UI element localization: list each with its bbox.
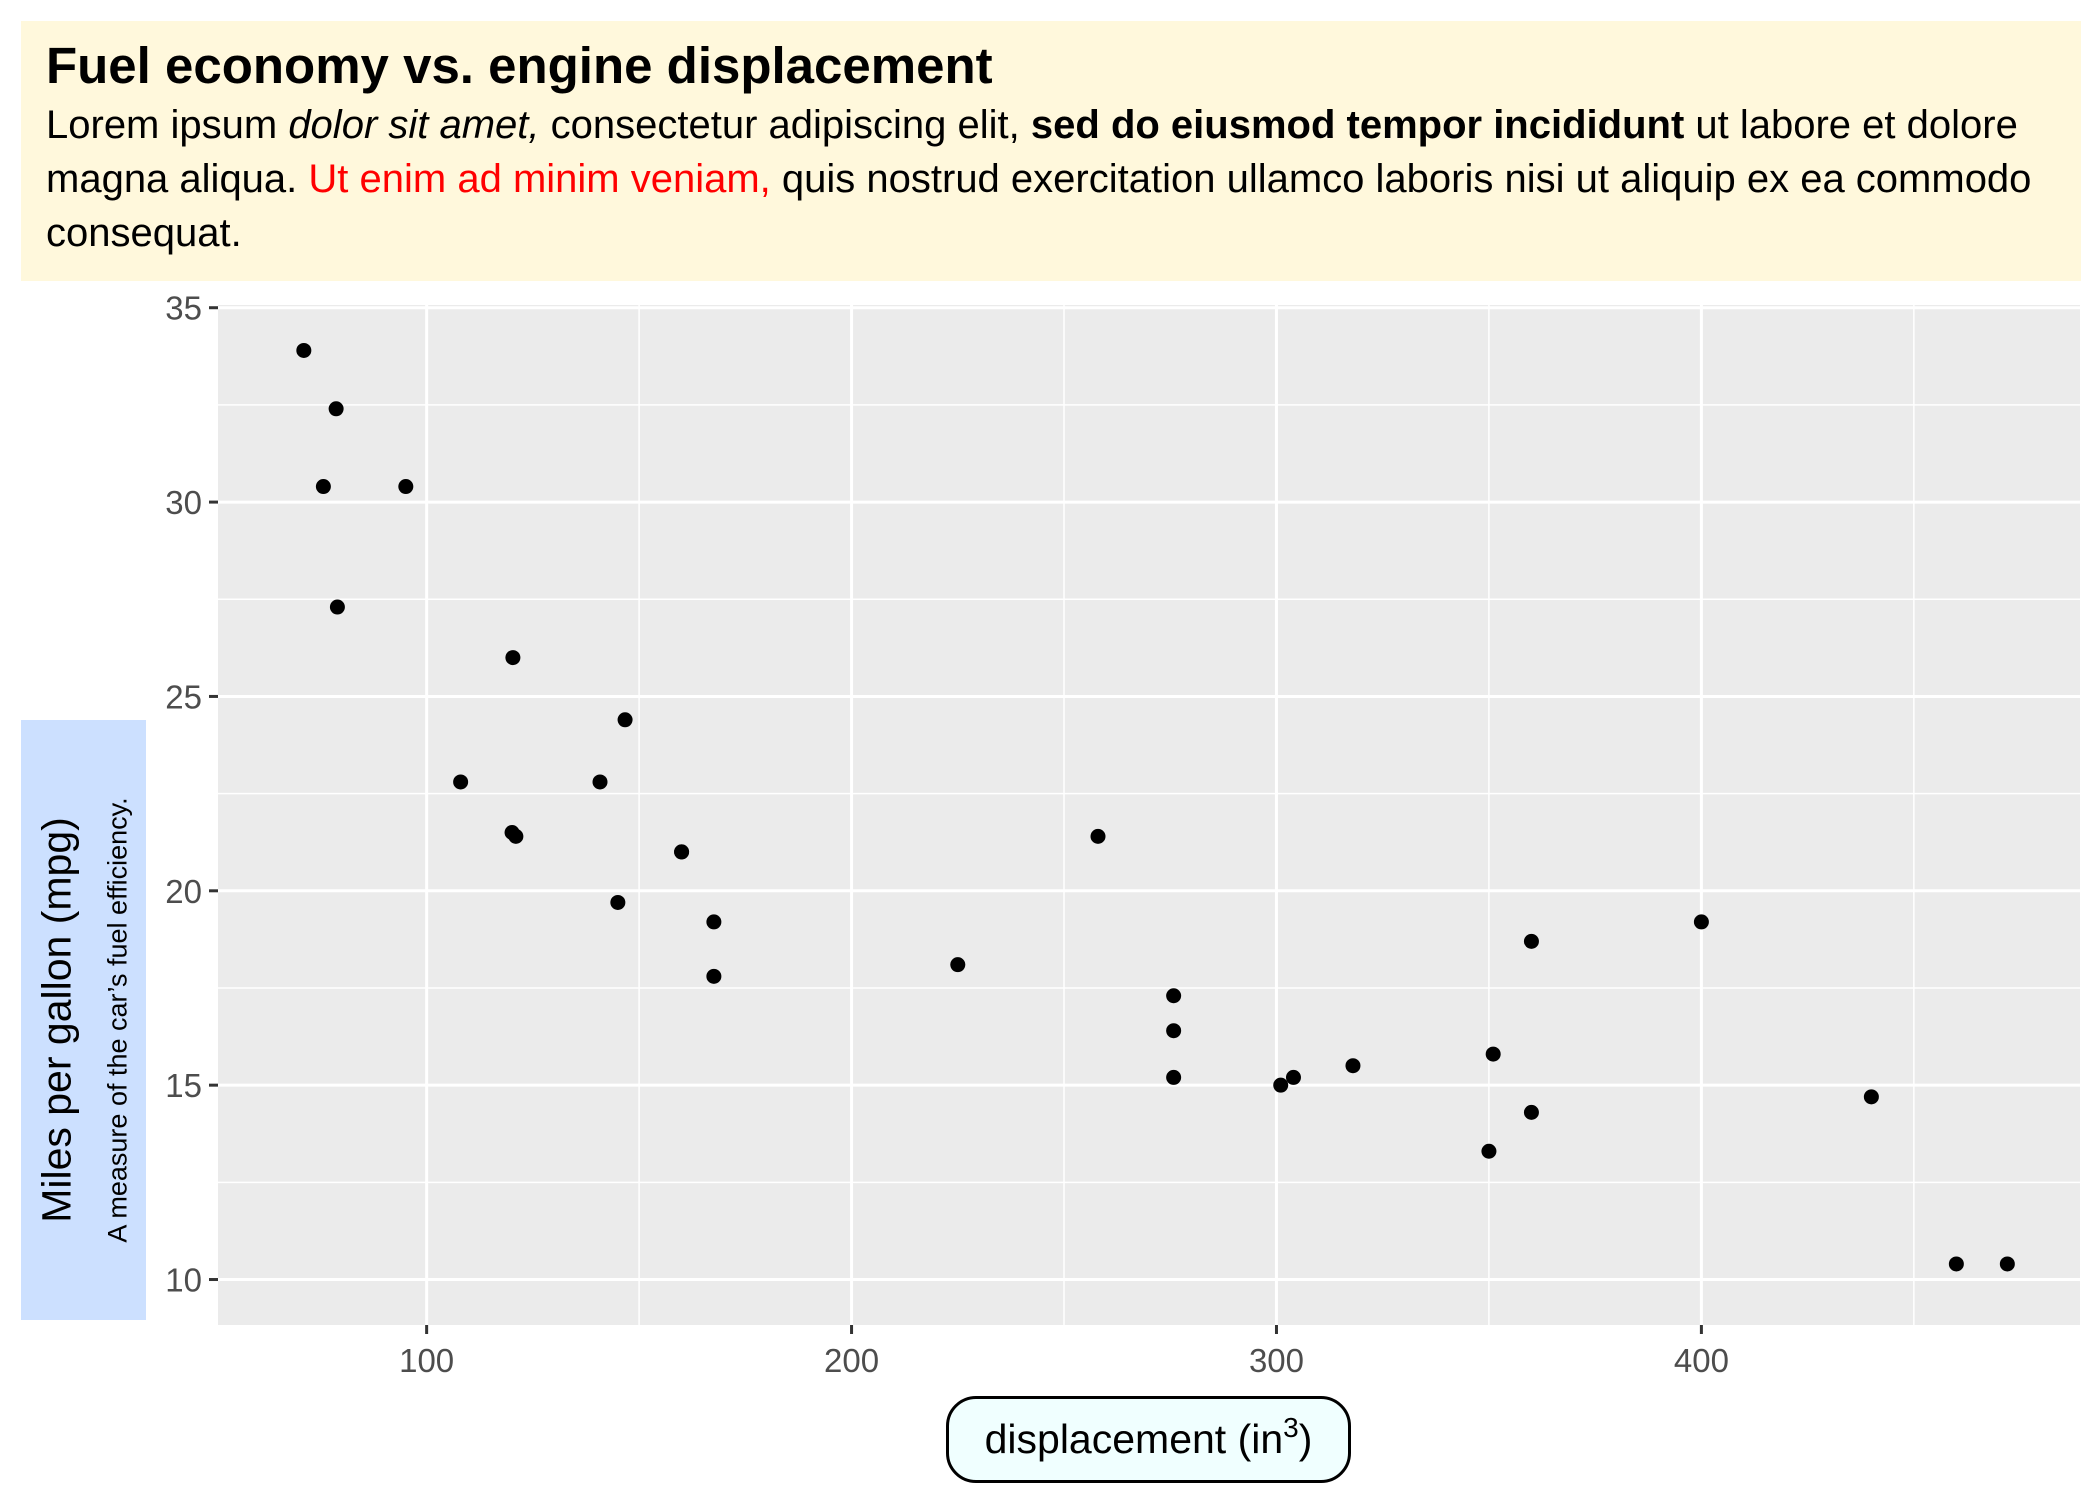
chart-subtitle: Lorem ipsum dolor sit amet, consectetur …	[46, 98, 2056, 260]
data-point	[1285, 1069, 1301, 1085]
subtitle-segment-4: ut labore et dolore magna aliqua.	[46, 103, 2018, 202]
y-tick-label: 30	[165, 484, 202, 521]
data-point	[1863, 1089, 1879, 1105]
data-point	[610, 894, 626, 910]
data-point	[398, 479, 414, 495]
x-tick-label: 100	[399, 1342, 454, 1379]
y-tick-label: 15	[165, 1067, 202, 1104]
data-point	[1273, 1077, 1289, 1093]
chart-title: Fuel economy vs. engine displacement	[46, 37, 993, 94]
data-point	[1345, 1058, 1361, 1074]
data-point	[453, 774, 469, 790]
x-axis-title-text: displacement (in	[984, 1416, 1284, 1462]
subtitle-segment-5: Ut enim ad minim veniam,	[308, 157, 771, 202]
y-tick-label: 10	[165, 1262, 202, 1299]
y-axis-subtitle: A measure of the car’s fuel efficiency.	[102, 797, 133, 1243]
subtitle-segment-1: dolor sit amet,	[288, 103, 540, 148]
data-point	[1485, 1046, 1501, 1062]
x-tick-label: 200	[824, 1342, 879, 1379]
data-point	[674, 844, 690, 860]
y-tick-label: 35	[165, 290, 202, 327]
y-tick-label: 20	[165, 873, 202, 910]
plot-panel	[218, 305, 2080, 1325]
data-point	[1523, 933, 1539, 949]
data-point	[1090, 828, 1106, 844]
data-point	[315, 479, 331, 495]
data-point	[617, 712, 633, 728]
data-point	[296, 342, 312, 358]
data-point	[1166, 988, 1182, 1004]
data-point	[1166, 1023, 1182, 1039]
data-point	[508, 828, 524, 844]
data-point	[706, 914, 722, 930]
data-point	[1481, 1143, 1497, 1159]
x-tick-label: 400	[1674, 1342, 1729, 1379]
subtitle-segment-0: Lorem ipsum	[46, 103, 289, 148]
data-point	[950, 957, 966, 973]
data-point	[1693, 914, 1709, 930]
x-axis-title-suffix: )	[1298, 1416, 1313, 1462]
subtitle-segment-2: consectetur adipiscing elit,	[539, 103, 1031, 148]
y-tick-label: 25	[165, 678, 202, 715]
y-axis-title: Miles per gallon (mpg)	[33, 817, 80, 1223]
subtitle-segment-6: quis nostrud exercitation ullamco labori…	[46, 157, 2032, 256]
data-point	[505, 650, 521, 666]
data-point	[592, 774, 608, 790]
y-axis-label-box	[21, 720, 146, 1320]
x-tick-label: 300	[1249, 1342, 1304, 1379]
data-point	[328, 401, 344, 417]
x-axis-title: displacement (in3)	[946, 1396, 1351, 1483]
title-box: Fuel economy vs. engine displacement Lor…	[21, 21, 2081, 281]
subtitle-segment-3: sed do eiusmod tempor incididunt	[1030, 103, 1685, 148]
data-point	[1999, 1256, 2015, 1272]
data-point	[1166, 1069, 1182, 1085]
data-point	[1948, 1256, 1964, 1272]
x-axis-title-superscript: 3	[1283, 1412, 1299, 1443]
data-point	[329, 599, 345, 615]
data-point	[706, 968, 722, 984]
data-point	[1523, 1104, 1539, 1120]
